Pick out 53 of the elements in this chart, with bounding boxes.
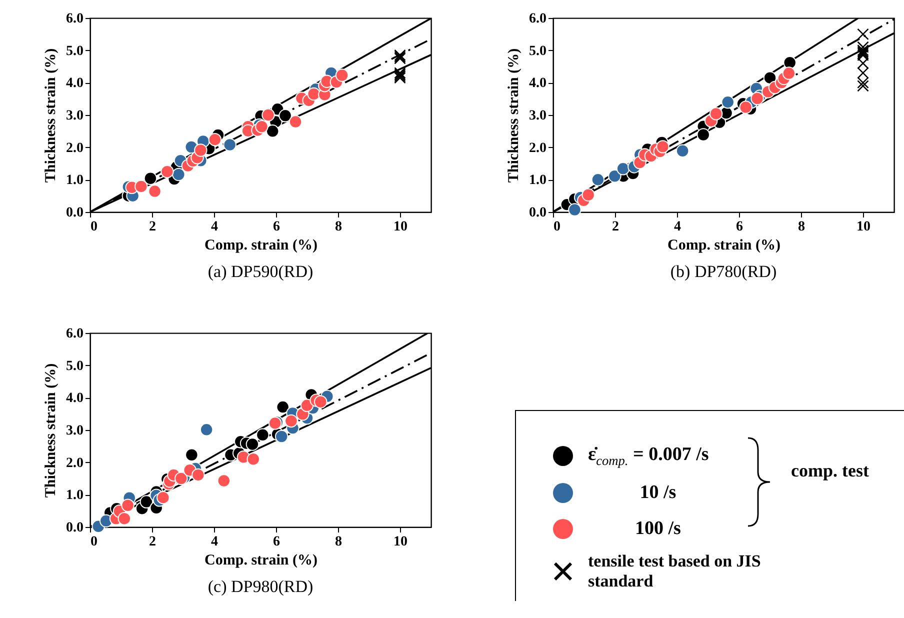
y-tick-label: 1.0 xyxy=(529,173,546,188)
legend-label: ε̇$_{comp.}$ = 0.007 /s xyxy=(588,444,710,468)
y-tick-label: 3.0 xyxy=(66,424,84,438)
y-tick-label: 2.0 xyxy=(66,140,84,156)
x-tick-label: 8 xyxy=(798,220,805,234)
y-tick-label: 1.0 xyxy=(66,173,84,188)
x-tick-label: 10 xyxy=(394,220,408,234)
y-tick-label: 4.0 xyxy=(66,76,84,92)
x-tick-label: 0 xyxy=(90,220,98,234)
y-tick-label: 4.0 xyxy=(529,76,546,92)
y-tick-label: 0.0 xyxy=(66,520,84,536)
x-tick-label: 2 xyxy=(149,220,156,234)
y-tick-label: 0.0 xyxy=(66,206,84,220)
y-tick-label: 6.0 xyxy=(66,12,84,26)
x-tick-label: 6 xyxy=(736,220,743,234)
x-tick-label: 6 xyxy=(273,534,280,550)
y-tick-label: 2.0 xyxy=(66,456,84,471)
y-tick-label: 0.0 xyxy=(529,206,546,220)
y-tick-label: 5.0 xyxy=(529,44,546,59)
x-tick-label: 8 xyxy=(335,534,342,550)
x-tick-label: 2 xyxy=(149,534,156,550)
x-tick-label: 10 xyxy=(394,534,408,550)
x-axis-title: Comp. strain (%) xyxy=(204,238,318,254)
text: 10 /s xyxy=(638,482,678,504)
y-tick-label: 6.0 xyxy=(66,326,84,342)
x-tick-label: 6 xyxy=(273,220,280,234)
y-tick-label: 5.0 xyxy=(66,358,84,374)
x-axis-title: Comp. strain (%) xyxy=(204,552,318,568)
y-tick-label: 3.0 xyxy=(66,108,84,124)
y-tick-label: 2.0 xyxy=(529,140,546,156)
text: (a) DP590(RD) xyxy=(208,262,314,281)
y-axis-title: Thickness strain (%) xyxy=(43,48,59,183)
legend-label: tensile test based on JIS standard xyxy=(588,551,762,591)
x-tick-label: 4 xyxy=(211,534,218,550)
x-tick-label: 4 xyxy=(674,220,681,234)
x-axis-title: Comp. strain (%) xyxy=(668,238,780,254)
text: (c) DP980(RD) xyxy=(208,577,314,596)
x-tick-label: 4 xyxy=(211,220,218,234)
y-axis-title: Thickness strain (%) xyxy=(43,363,59,498)
y-tick-label: 6.0 xyxy=(529,12,546,26)
y-tick-label: 1.0 xyxy=(66,488,84,504)
text: comp. test xyxy=(791,460,869,482)
x-tick-label: 0 xyxy=(554,220,560,234)
y-tick-label: 5.0 xyxy=(66,44,84,59)
y-axis-title: Thickness strain (%) xyxy=(506,48,522,183)
x-tick-label: 10 xyxy=(856,220,870,234)
y-tick-label: 4.0 xyxy=(66,391,84,406)
y-tick-label: 3.0 xyxy=(529,108,546,124)
x-tick-label: 2 xyxy=(612,220,619,234)
x-tick-label: 0 xyxy=(90,534,98,550)
text: 100 /s xyxy=(634,518,682,540)
text: (b) DP780(RD) xyxy=(670,262,777,281)
x-tick-label: 8 xyxy=(335,220,342,234)
